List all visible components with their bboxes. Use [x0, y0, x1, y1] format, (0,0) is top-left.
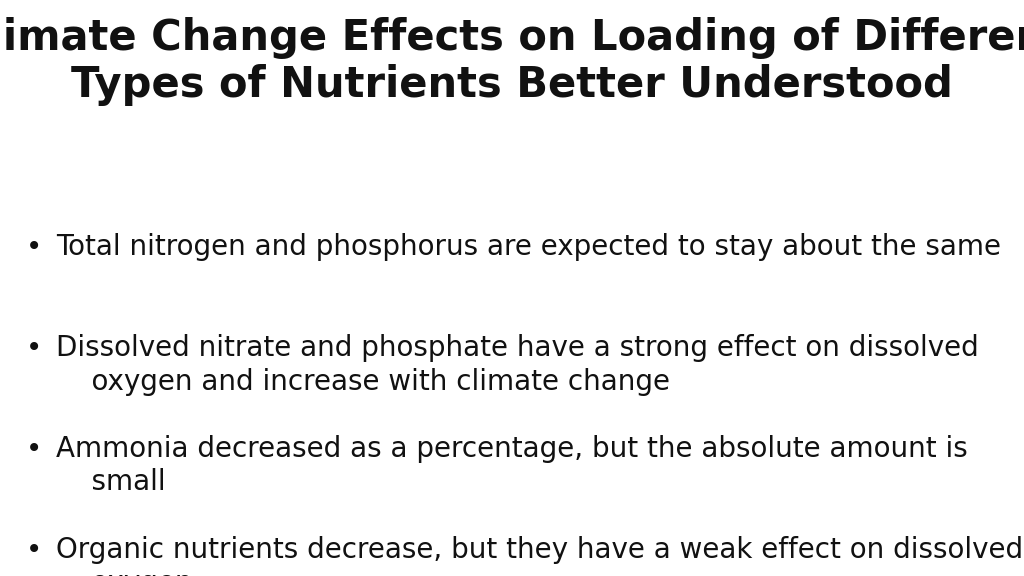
Text: Climate Change Effects on Loading of Different
Types of Nutrients Better Underst: Climate Change Effects on Loading of Dif… [0, 17, 1024, 106]
Text: •: • [26, 536, 42, 564]
Text: Dissolved nitrate and phosphate have a strong effect on dissolved
    oxygen and: Dissolved nitrate and phosphate have a s… [56, 334, 979, 396]
Text: •: • [26, 233, 42, 262]
Text: •: • [26, 435, 42, 463]
Text: •: • [26, 334, 42, 362]
Text: Total nitrogen and phosphorus are expected to stay about the same: Total nitrogen and phosphorus are expect… [56, 233, 1001, 262]
Text: Ammonia decreased as a percentage, but the absolute amount is
    small: Ammonia decreased as a percentage, but t… [56, 435, 968, 497]
Text: Organic nutrients decrease, but they have a weak effect on dissolved
    oxygen: Organic nutrients decrease, but they hav… [56, 536, 1023, 576]
